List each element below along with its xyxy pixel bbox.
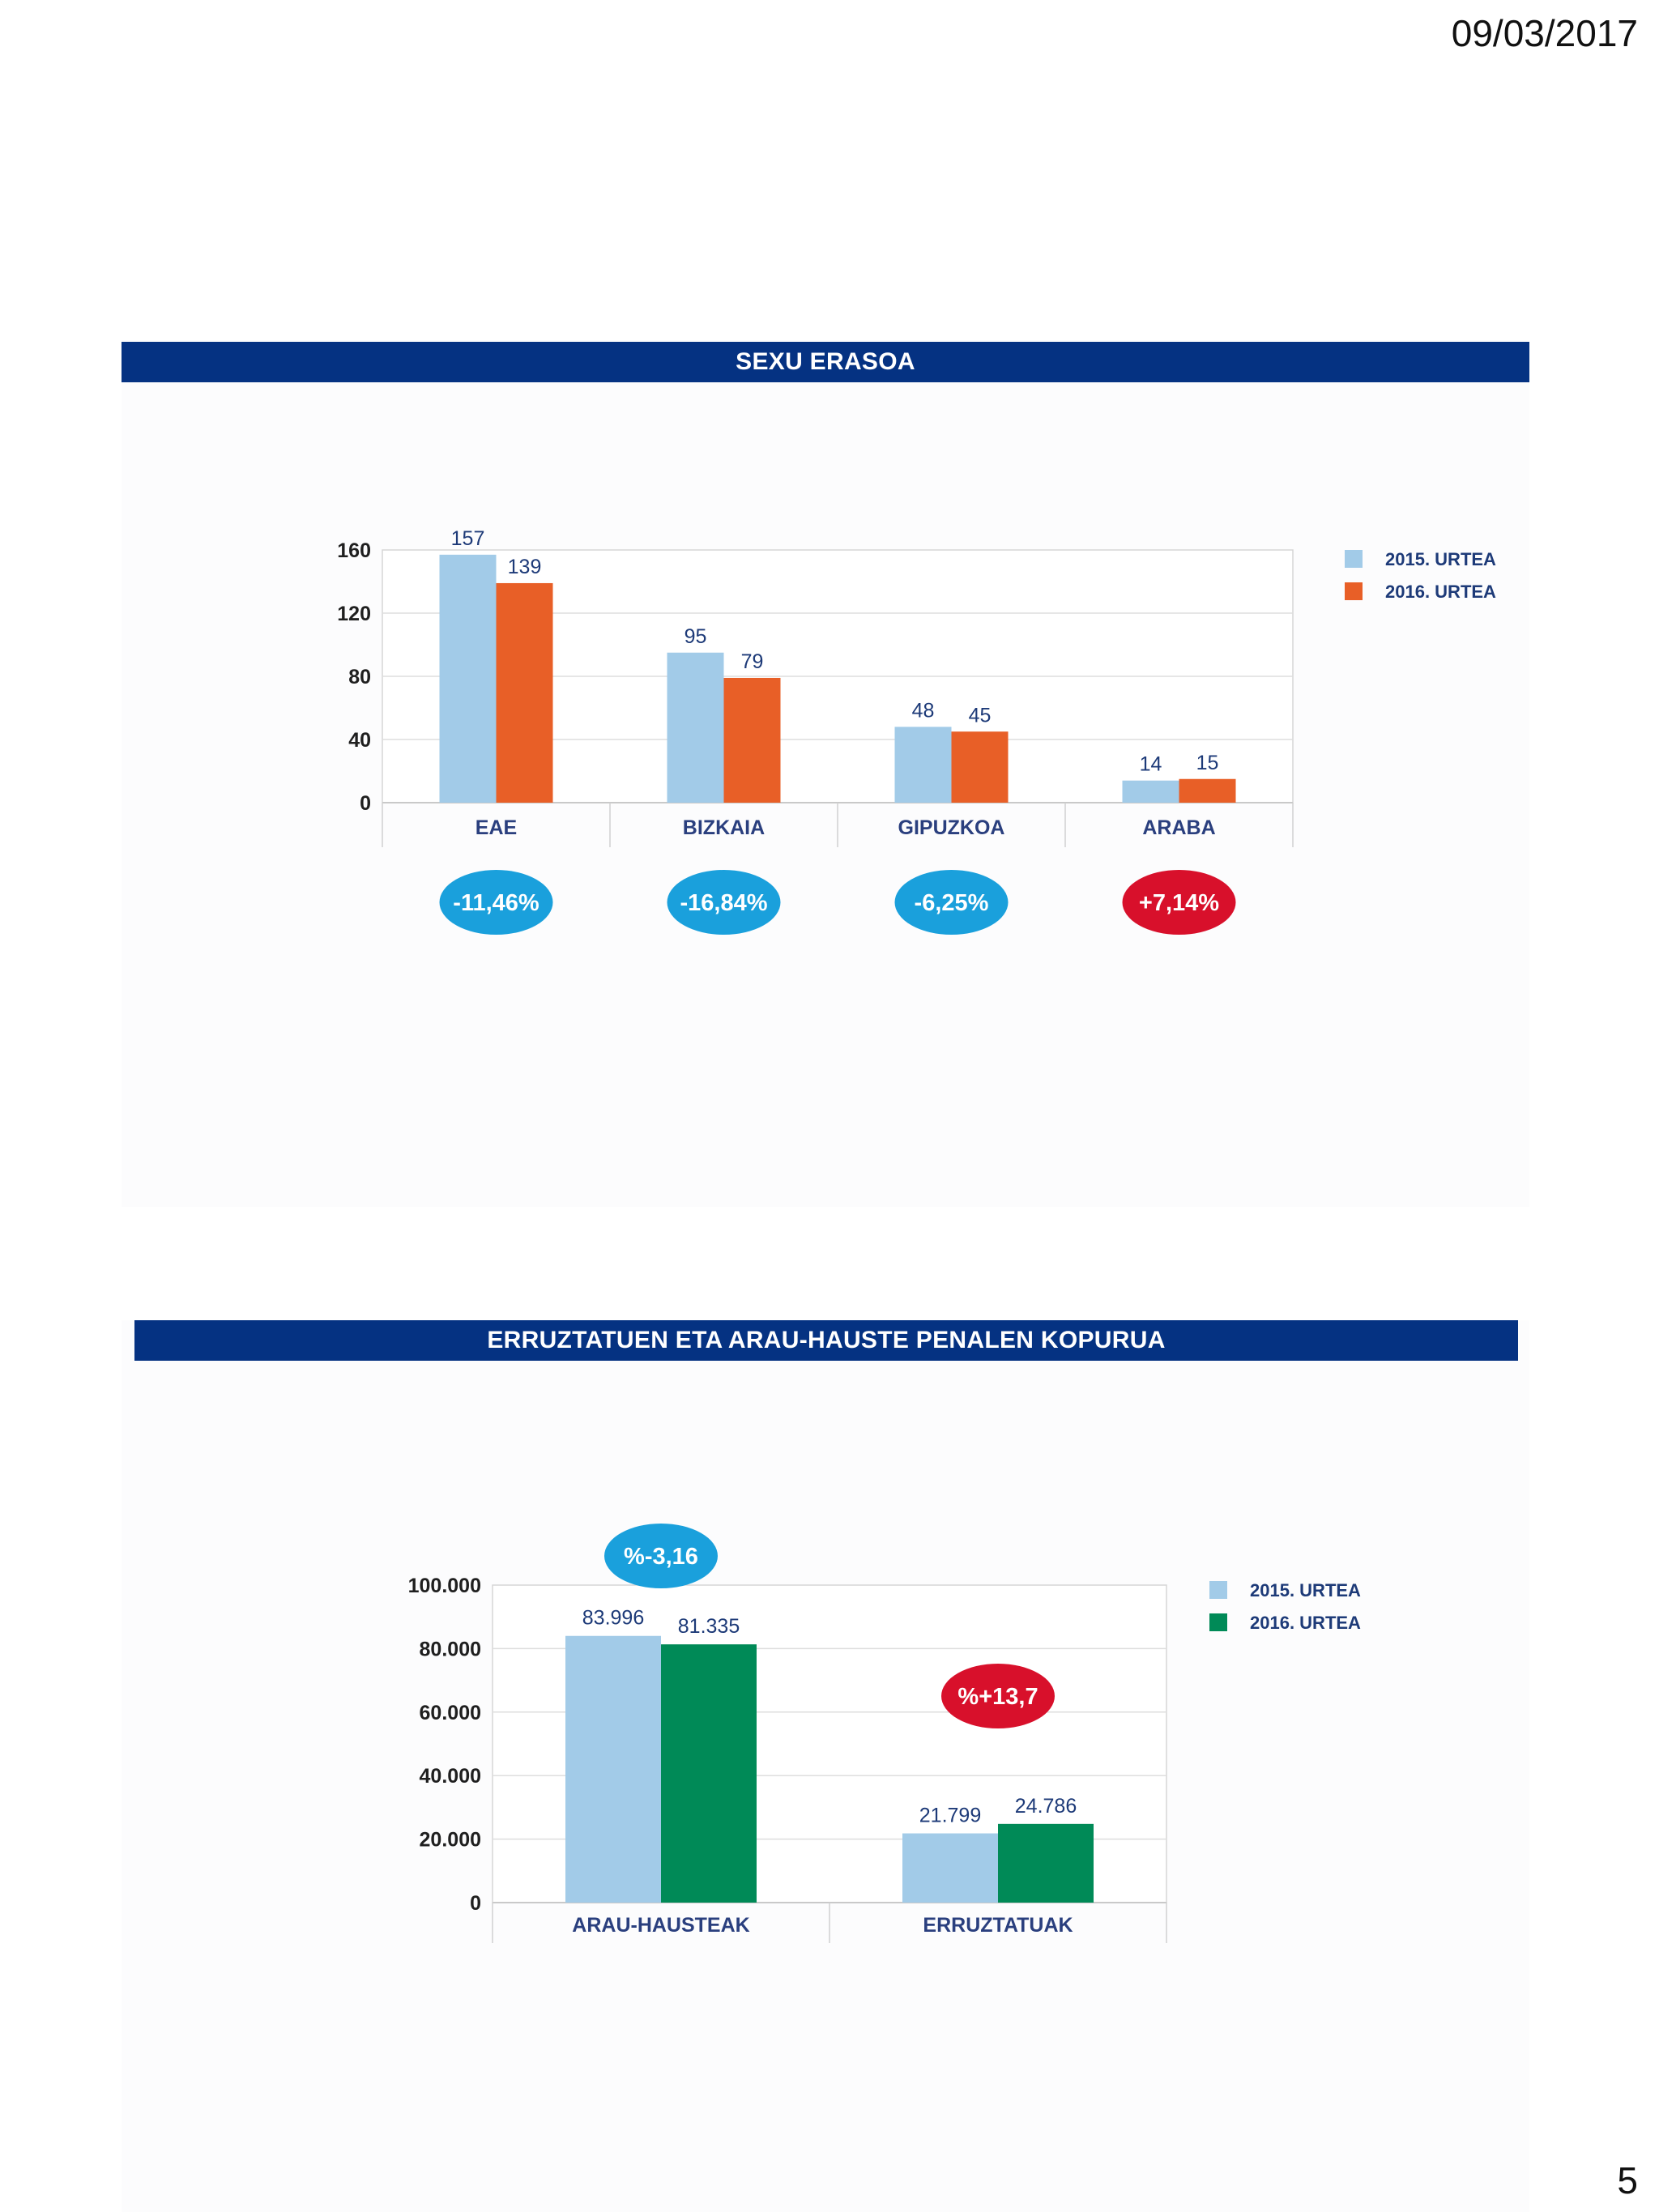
data-label: 83.996 bbox=[582, 1607, 644, 1630]
change-badge: -11,46% bbox=[439, 870, 553, 935]
bar-2015 bbox=[1122, 780, 1179, 803]
data-label: 21.799 bbox=[919, 1805, 981, 1827]
legend-label: 2016. URTEA bbox=[1385, 582, 1496, 602]
change-badge: +7,14% bbox=[1122, 870, 1236, 935]
category-label: EAE bbox=[476, 816, 517, 839]
chart-title-banner: SEXU ERASOA bbox=[122, 342, 1529, 382]
category-label: BIZKAIA bbox=[683, 816, 765, 839]
data-label: 79 bbox=[741, 650, 764, 673]
bar-2016 bbox=[661, 1644, 757, 1903]
page-date: 09/03/2017 bbox=[1451, 12, 1638, 54]
legend-label: 2015. URTEA bbox=[1385, 549, 1496, 569]
y-tick-label: 160 bbox=[337, 539, 371, 562]
bar-2015 bbox=[902, 1833, 998, 1903]
data-label: 139 bbox=[508, 556, 542, 578]
badge-label: %-3,16 bbox=[624, 1544, 698, 1570]
legend-swatch bbox=[1345, 550, 1363, 568]
bar-2015 bbox=[894, 727, 952, 803]
category-label: ARAU-HAUSTEAK bbox=[572, 1914, 749, 1937]
bar-2016 bbox=[951, 731, 1009, 803]
change-badge: -6,25% bbox=[894, 870, 1009, 935]
badge-ellipse bbox=[1122, 870, 1236, 935]
badge-label: -6,25% bbox=[915, 890, 989, 916]
data-label: 48 bbox=[912, 699, 935, 722]
change-badge: %-3,16 bbox=[604, 1524, 718, 1588]
data-label: 95 bbox=[684, 625, 707, 648]
page-number: 5 bbox=[1617, 2159, 1638, 2201]
category-label: ERRUZTATUAK bbox=[923, 1914, 1073, 1937]
y-tick-label: 60.000 bbox=[420, 1702, 481, 1724]
bar-2016 bbox=[998, 1823, 1094, 1903]
chart-erruztatuak: 0 20.000 40.000 60.000 80.000 100.000 83.996 81… bbox=[408, 1524, 1361, 1943]
badge-label: +7,14% bbox=[1139, 890, 1219, 916]
chart-sexu-erasoa: 0 40 80 120 160 157 139 EAE 95 79 BIZKAIA 48 45 GIPUZ… bbox=[337, 527, 1496, 935]
y-tick-label: 40.000 bbox=[420, 1765, 481, 1788]
badge-label: -16,84% bbox=[680, 890, 767, 916]
data-label: 24.786 bbox=[1015, 1795, 1077, 1818]
data-label: 14 bbox=[1140, 753, 1162, 776]
legend-swatch bbox=[1209, 1581, 1227, 1599]
y-tick-label: 0 bbox=[470, 1892, 481, 1915]
y-tick-label: 120 bbox=[337, 603, 371, 625]
badge-ellipse bbox=[667, 870, 781, 935]
data-label: 45 bbox=[969, 704, 992, 727]
bar-2016 bbox=[496, 582, 553, 803]
badge-ellipse bbox=[604, 1524, 718, 1588]
category-label: ARABA bbox=[1142, 816, 1215, 839]
change-badge: -16,84% bbox=[667, 870, 781, 935]
legend-swatch bbox=[1209, 1613, 1227, 1631]
badge-ellipse bbox=[894, 870, 1009, 935]
category-label: GIPUZKOA bbox=[898, 816, 1005, 839]
badge-label: -11,46% bbox=[453, 890, 539, 916]
y-tick-label: 80.000 bbox=[420, 1638, 481, 1660]
bar-2015 bbox=[667, 652, 724, 803]
bar-2015 bbox=[439, 554, 497, 803]
legend-label: 2016. URTEA bbox=[1250, 1613, 1361, 1633]
badge-ellipse bbox=[941, 1664, 1055, 1728]
change-badge: %+13,7 bbox=[941, 1664, 1055, 1728]
legend-label: 2015. URTEA bbox=[1250, 1580, 1361, 1600]
data-label: 15 bbox=[1196, 752, 1219, 774]
data-label: 157 bbox=[451, 527, 485, 550]
bar-2016 bbox=[723, 677, 781, 803]
badge-label: %+13,7 bbox=[957, 1684, 1038, 1710]
legend-swatch bbox=[1345, 582, 1363, 600]
slide-erruztatuak: ERRUZTATUEN ETA ARAU-HAUSTE PENALEN KOPU… bbox=[122, 1320, 1529, 2212]
y-tick-label: 20.000 bbox=[420, 1829, 481, 1852]
data-label: 81.335 bbox=[678, 1615, 740, 1638]
badge-ellipse bbox=[439, 870, 553, 935]
y-tick-label: 100.000 bbox=[408, 1575, 481, 1597]
y-tick-label: 80 bbox=[348, 666, 371, 688]
y-tick-label: 0 bbox=[360, 792, 371, 815]
chart-title-banner: ERRUZTATUEN ETA ARAU-HAUSTE PENALEN KOPU… bbox=[134, 1320, 1518, 1361]
bar-2015 bbox=[565, 1635, 661, 1903]
y-tick-label: 40 bbox=[348, 729, 371, 752]
slide-sexu-erasoa: SEXU ERASOA 0 40 80 120 160 157 139 EAE 95 79 BIZK… bbox=[122, 340, 1529, 1207]
bar-2016 bbox=[1179, 778, 1236, 803]
